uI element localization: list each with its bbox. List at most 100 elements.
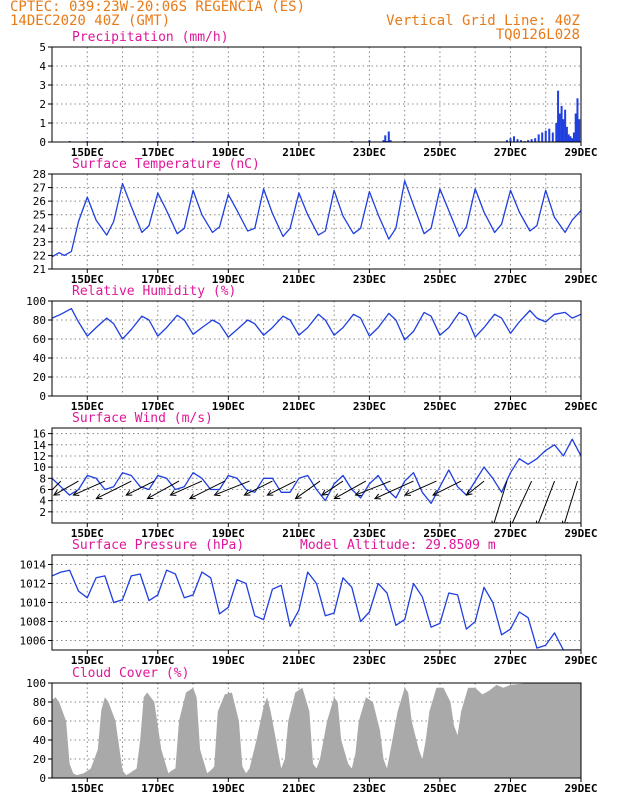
cloud-xtick-label: 27DEC (494, 782, 527, 795)
rh-ytick-label: 60 (33, 333, 46, 346)
rh-ytick-label: 40 (33, 352, 46, 365)
temp-title: Surface Temperature (nC) (72, 157, 260, 172)
wind-xtick-label: 29DEC (564, 527, 597, 540)
precip-bar (562, 119, 565, 142)
pres-plot-area (52, 569, 581, 650)
station-header: CPTEC: 039:23W-20:06S REGENCIA (ES) (10, 0, 305, 15)
temp-plot-area (52, 180, 581, 258)
pres-ytick-label: 1012 (20, 578, 47, 591)
pres-xtick-label: 17DEC (141, 654, 174, 667)
temp-xtick-label: 19DEC (212, 273, 245, 286)
wind-ytick-label: 6 (39, 483, 46, 496)
wind-series-line (52, 438, 581, 505)
precip-xtick-label: 19DEC (212, 146, 245, 159)
precip-bar (578, 119, 581, 142)
pres-xtick-label: 19DEC (212, 654, 245, 667)
cloud-xtick-label: 17DEC (141, 782, 174, 795)
pres-title: Surface Pressure (hPa) (72, 538, 244, 553)
precip-xtick-label: 29DEC (564, 146, 597, 159)
rh-xtick-label: 27DEC (494, 400, 527, 413)
wind-arrow-head (266, 489, 274, 496)
temp-xtick-label: 23DEC (353, 273, 386, 286)
wind-arrow-head (354, 490, 362, 497)
precip-title: Precipitation (mm/h) (72, 30, 229, 45)
wind-arrow (511, 480, 533, 523)
precip-bar (565, 126, 568, 142)
rh-ytick-label: 0 (39, 390, 46, 403)
wind-arrow (147, 480, 180, 500)
grid-line-note: Vertical Grid Line: 40Z (386, 13, 580, 29)
rh-series-line (52, 307, 581, 341)
cloud-frame (51, 682, 582, 779)
pres-ytick-label: 1010 (20, 597, 47, 610)
rh-panel: 0 20 40 60 80 100 15DEC 17DEC 19DEC 21DEC 23DEC 25D… (26, 284, 597, 413)
precip-bar (567, 134, 570, 142)
pres-xtick-label: 29DEC (564, 654, 597, 667)
temp-ytick-label: 24 (33, 222, 47, 235)
wind-xtick-label: 15DEC (71, 527, 104, 540)
precip-bar (505, 140, 508, 142)
wind-arrow-head (321, 489, 328, 496)
wind-arrow-head (146, 493, 154, 500)
wind-arrow-head (294, 493, 302, 500)
precip-bar (389, 140, 392, 142)
cloud-xtick-label: 15DEC (71, 782, 104, 795)
rh-xtick-label: 25DEC (423, 400, 456, 413)
wind-arrow (126, 480, 155, 496)
temp-ytick-label: 23 (33, 236, 46, 249)
pres-xtick-label: 15DEC (71, 654, 104, 667)
precip-bar (548, 128, 551, 142)
precip-bar (571, 138, 574, 142)
cloud-panel: 0 20 40 60 80 100 15DEC 17DEC 19DEC 21DEC 23DEC 25D… (26, 666, 597, 795)
cloud-ytick-label: 40 (33, 734, 46, 747)
precip-plot-area (68, 90, 581, 142)
rh-xtick-label: 19DEC (212, 400, 245, 413)
wind-arrow-head (465, 489, 473, 496)
temp-xtick-label: 21DEC (282, 273, 315, 286)
wind-arrow (170, 480, 203, 496)
precip-ytick-label: 0 (39, 136, 46, 149)
wind-frame (51, 427, 582, 524)
cloud-ytick-label: 20 (33, 753, 46, 766)
rh-xtick-label: 21DEC (282, 400, 315, 413)
wind-arrow-head (333, 493, 341, 500)
precip-xtick-label: 25DEC (423, 146, 456, 159)
wind-ytick-label: 4 (39, 495, 46, 508)
precip-bar (537, 134, 540, 142)
wind-ytick-label: 16 (33, 428, 46, 441)
wind-xtick-label: 27DEC (494, 527, 527, 540)
cloud-xtick-label: 29DEC (564, 782, 597, 795)
temp-ytick-label: 28 (33, 168, 46, 181)
wind-ytick-label: 8 (39, 472, 46, 485)
precip-bar (569, 136, 572, 142)
wind-ytick-label: 14 (33, 439, 47, 452)
precip-bar (384, 135, 387, 142)
rh-plot-area (52, 307, 581, 341)
wind-xtick-label: 21DEC (282, 527, 315, 540)
temp-ytick-label: 26 (33, 195, 46, 208)
precip-ytick-label: 2 (39, 98, 46, 111)
wind-arrow-head (213, 490, 221, 497)
cloud-ytick-label: 0 (39, 772, 46, 785)
wind-arrow (493, 480, 508, 523)
wind-xtick-label: 19DEC (212, 527, 245, 540)
wind-arrow-head (403, 490, 411, 496)
rh-xtick-label: 17DEC (141, 400, 174, 413)
wind-arrow-head (125, 489, 133, 496)
cloud-area (52, 683, 581, 778)
wind-arrow (96, 480, 132, 500)
precip-bar (509, 138, 512, 142)
precip-bar (368, 140, 371, 142)
temp-ytick-label: 21 (33, 263, 46, 276)
precip-panel: 0 1 2 3 4 5 15DEC 17DEC 19DEC 21DEC 23DEC 25DEC 27DE… (39, 30, 597, 159)
temp-xtick-label: 17DEC (141, 273, 174, 286)
wind-arrow (432, 480, 462, 496)
precip-xtick-label: 21DEC (282, 146, 315, 159)
wind-ytick-label: 10 (33, 461, 46, 474)
precip-xtick-label: 27DEC (494, 146, 527, 159)
wind-ytick-label: 12 (33, 450, 46, 463)
cloud-ytick-label: 80 (33, 696, 46, 709)
precip-bar (382, 140, 385, 142)
